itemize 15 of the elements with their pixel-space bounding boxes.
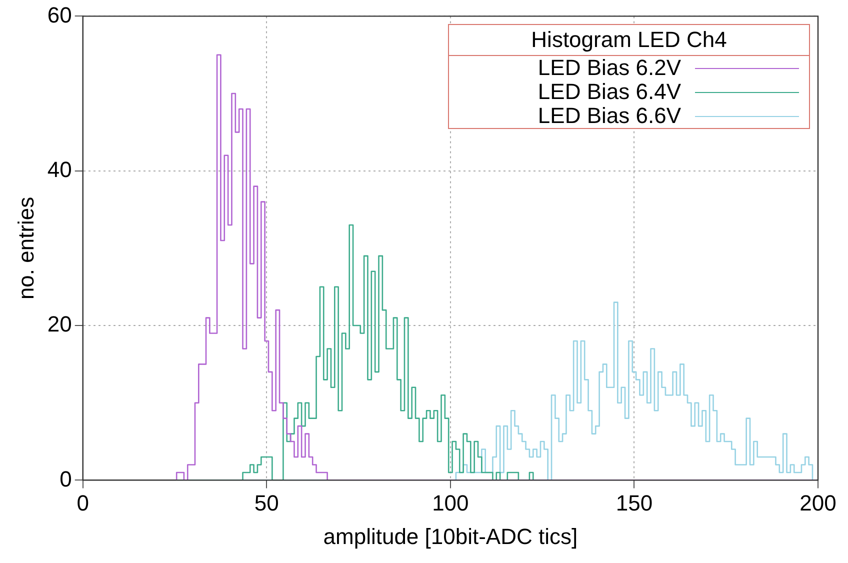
x-tick-label: 150 — [616, 490, 653, 516]
legend-title: Histogram LED Ch4 — [530, 26, 728, 54]
x-tick-label: 200 — [800, 490, 836, 516]
y-axis-title: no. entries — [13, 196, 38, 300]
legend-label: LED Bias 6.6V — [536, 103, 681, 128]
x-tick-label: 100 — [432, 490, 469, 516]
y-tick-label: 60 — [47, 2, 72, 28]
y-tick-label: 40 — [47, 156, 72, 182]
legend-label: LED Bias 6.2V — [536, 55, 681, 80]
y-tick-label: 20 — [47, 312, 72, 337]
legend-label: LED Bias 6.4V — [536, 79, 681, 104]
y-tick-label: 0 — [60, 466, 72, 492]
x-tick-label: 0 — [76, 490, 89, 516]
x-tick-label: 50 — [254, 490, 279, 516]
x-axis-title: amplitude [10bit-ADC tics] — [323, 524, 578, 549]
